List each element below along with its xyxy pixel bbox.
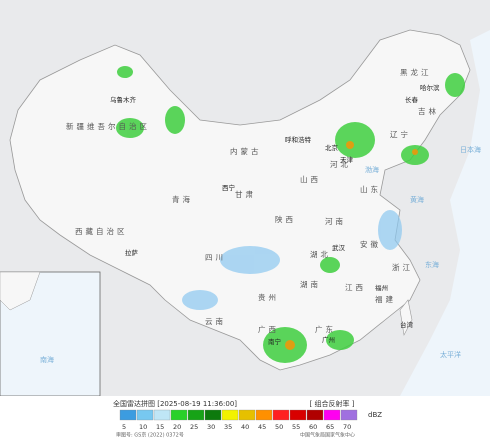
agency: 中国气象局国家气象中心 [300,432,355,439]
province-label: 山西 [300,174,321,184]
legend-scale: 5 10 15 20 25 30 35 40 45 50 55 60 65 70 [119,409,358,431]
legend-label: 50 [275,423,283,431]
sea-label: 南海 [40,355,54,364]
legend-swatch [153,409,171,421]
city-label: 呼和浩特 [285,135,312,144]
legend-label: 45 [258,423,266,431]
legend-product: [ 组合反射率 ] [310,399,355,408]
sea-label: 黄海 [410,195,424,204]
province-label: 贵州 [258,292,279,302]
city-label: 北京 [325,143,339,152]
china-land [9,29,471,371]
province-label: 辽宁 [390,129,411,139]
sea-label: 东海 [425,260,439,269]
legend-swatch [204,409,222,421]
map-labels: 新疆维吾尔自治区 西藏自治区 青海 内蒙古 黑龙江 吉林 四川 云南 甘肃 陕西… [40,67,481,364]
legend-swatch [170,409,188,421]
radar-echoes-strong [285,141,418,350]
legend-swatch [136,409,154,421]
legend-label: 65 [326,423,334,431]
legend-label: 15 [156,423,164,431]
legend-label: 10 [139,423,147,431]
city-label: 天津 [340,156,354,164]
legend-label: 55 [292,423,300,431]
legend-label: 35 [224,423,232,431]
province-label: 湖南 [300,279,321,289]
legend-label: 5 [122,423,126,431]
legend-title: 全国雷达拼图 [2025-08-19 11:36:00] [113,399,237,408]
city-label: 西宁 [222,183,236,192]
city-label: 长春 [405,95,419,104]
sea-label: 渤海 [365,165,379,174]
province-label: 河南 [325,216,346,226]
province-label: 福建 [375,294,396,304]
province-label: 湖北 [310,250,331,259]
province-label: 四川 [205,253,226,262]
province-label: 安徽 [360,239,381,249]
sea-label: 太平洋 [440,350,461,359]
sea [400,30,490,396]
province-label: 吉林 [418,106,439,116]
legend-swatch [272,409,290,421]
legend-swatch [187,409,205,421]
city-label: 台湾 [400,320,414,329]
legend-label: 70 [343,423,351,431]
legend-swatch [306,409,324,421]
weak-echoes [182,210,402,310]
taiwan [399,299,413,336]
legend-label: 25 [190,423,198,431]
approval-number: 审图号: GS京 (2022) 0372号 [116,432,184,439]
province-label: 广西 [258,324,279,334]
province-label: 云南 [205,316,226,326]
province-label: 西藏自治区 [75,226,128,236]
province-label: 内蒙古 [230,146,262,156]
province-label: 河北 [330,160,351,169]
legend-swatch [221,409,239,421]
legend-label: 40 [241,423,249,431]
city-label: 南宁 [268,337,282,346]
legend-label: 30 [207,423,215,431]
city-label: 乌鲁木齐 [110,95,137,104]
legend-unit: dBZ [368,411,382,419]
legend-swatch [255,409,273,421]
province-label: 甘肃 [235,189,256,199]
legend-swatch [119,409,137,421]
province-label: 浙江 [392,262,413,272]
province-label: 江西 [345,283,366,292]
city-label: 福州 [375,283,388,292]
province-label: 青海 [172,194,193,204]
legend-swatch [323,409,341,421]
sea-label: 日本海 [460,145,481,154]
province-label: 陕西 [275,214,296,224]
legend-label: 60 [309,423,317,431]
legend-swatch [340,409,358,421]
province-label: 新疆维吾尔自治区 [66,121,150,131]
city-label: 拉萨 [125,248,139,257]
legend-label: 20 [173,423,181,431]
city-label: 武汉 [332,243,346,252]
city-label: 哈尔滨 [420,83,440,92]
city-label: 广州 [322,335,335,344]
legend-swatch [289,409,307,421]
province-label: 山东 [360,184,381,194]
province-label: 广东 [315,324,336,334]
legend-swatch [238,409,256,421]
inset-land [0,271,41,311]
province-label: 黑龙江 [400,67,432,77]
